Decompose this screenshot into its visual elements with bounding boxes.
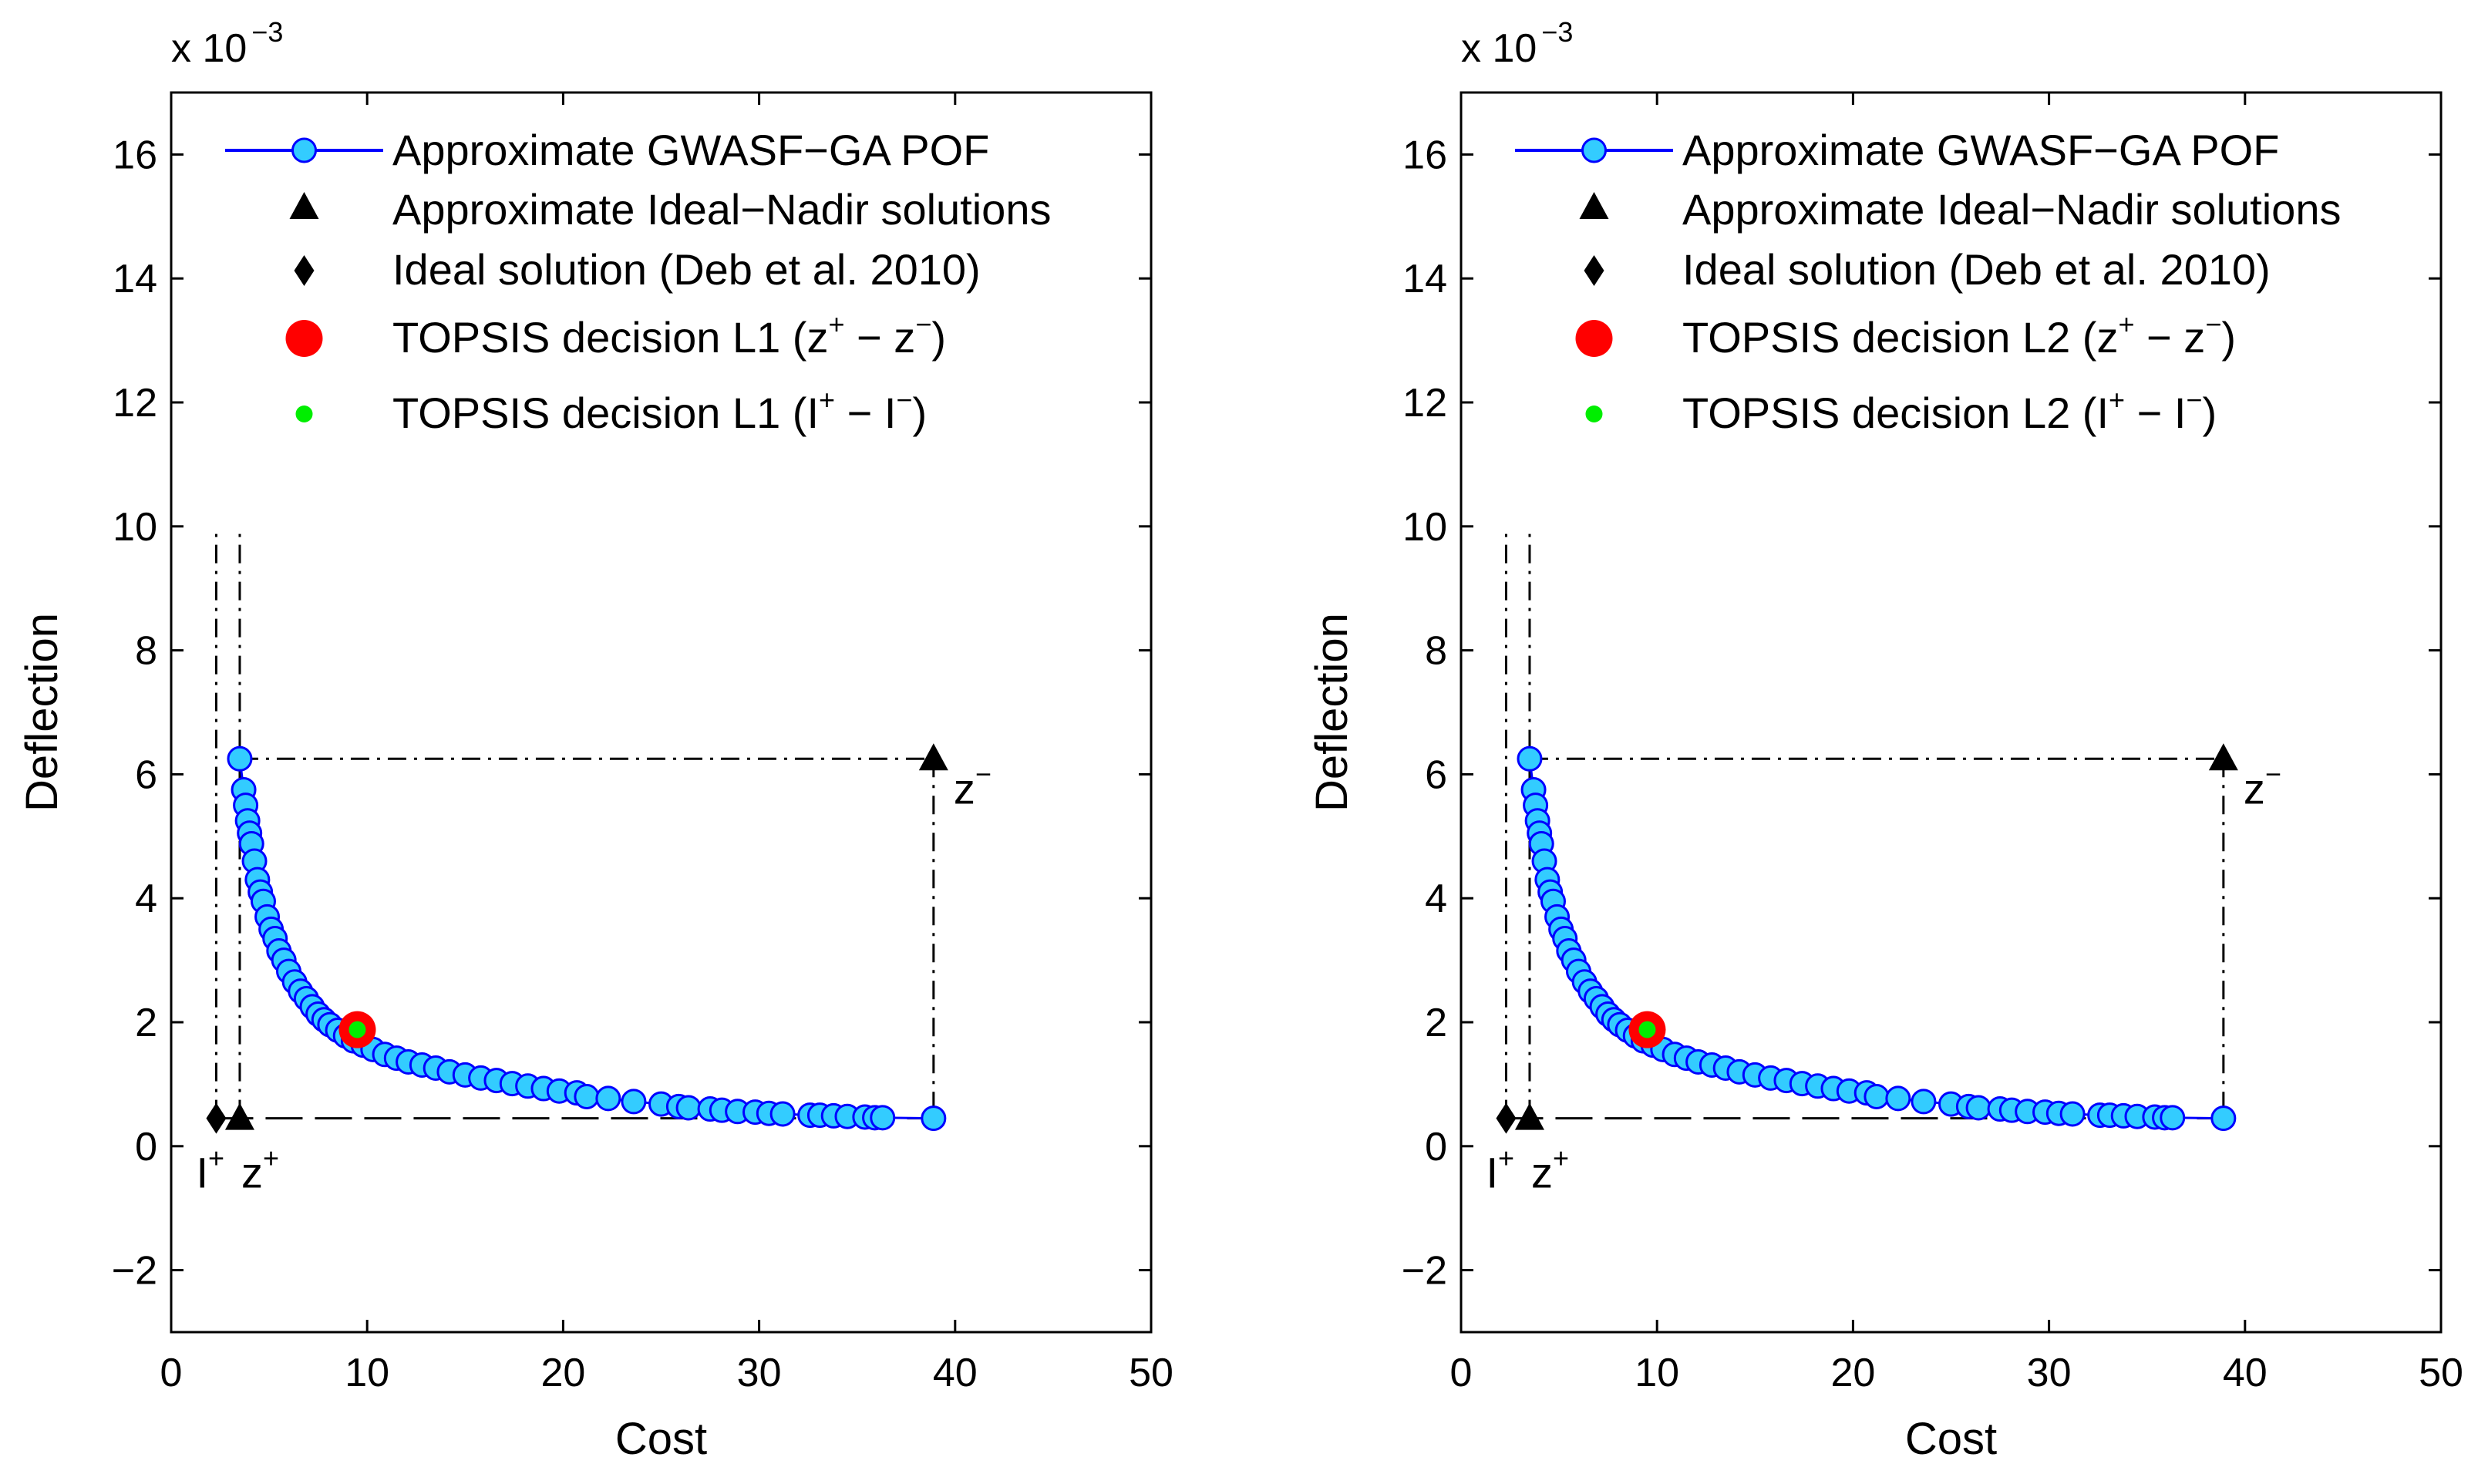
pof-point xyxy=(675,1095,702,1121)
x-tick-label: 30 xyxy=(2027,1351,2072,1395)
chart-panel-2: 0 10 20 30 40 50 −2 0 2 4 6 8 10 12 14 16 Cost Deflection… xyxy=(1307,16,2463,1464)
y-tick-label: 2 xyxy=(135,1001,157,1045)
approx-ideal-point xyxy=(1514,1102,1544,1130)
legend-label-pof: Approximate GWASF−GA POF xyxy=(1682,126,2279,174)
legend-pof-marker xyxy=(291,137,317,163)
legend-label-ideal-nadir: Approximate Ideal−Nadir solutions xyxy=(1682,185,2341,234)
axis-exponent-label: x 10 −3 xyxy=(171,16,283,71)
legend-topsis-i-marker xyxy=(295,405,313,422)
legend-ideal-marker xyxy=(1584,255,1604,286)
ideal-I-annotation: I+ xyxy=(1486,1142,1514,1197)
nadir-z-annotation: z− xyxy=(954,758,992,813)
legend-ideal-nadir-marker xyxy=(1579,192,1609,219)
pof-point xyxy=(227,745,253,772)
pof-point xyxy=(2210,1105,2237,1132)
pof-series-line xyxy=(238,759,934,1120)
x-tick-label: 20 xyxy=(1830,1351,1875,1395)
y-tick-label: 0 xyxy=(1425,1125,1447,1169)
legend: Approximate GWASF−GA POF Approximate Idea… xyxy=(225,126,1051,437)
legend-ideal-marker xyxy=(294,255,315,286)
x-tick-label: 20 xyxy=(540,1351,585,1395)
y-axis-label: Deflection xyxy=(1307,613,1357,812)
y-tick-label: 16 xyxy=(1402,133,1447,177)
x-axis-label: Cost xyxy=(615,1414,707,1464)
ideal-z-annotation: z+ xyxy=(241,1142,279,1197)
y-tick-label: −2 xyxy=(112,1249,157,1294)
legend-label-ideal: Ideal solution (Deb et al. 2010) xyxy=(392,245,981,294)
legend-label-ideal: Ideal solution (Deb et al. 2010) xyxy=(1682,245,2271,294)
x-tick-label: 10 xyxy=(345,1351,389,1395)
x-axis-label: Cost xyxy=(1905,1414,1997,1464)
pof-point xyxy=(870,1105,896,1131)
legend-topsis-z-marker xyxy=(285,320,323,357)
topsis-i-decision-point xyxy=(348,1021,366,1038)
ideal-solution-point xyxy=(206,1102,227,1134)
legend-label-topsis-i: TOPSIS decision L2 (I+ − I−) xyxy=(1682,384,2217,437)
nadir-z-annotation: z− xyxy=(2244,758,2281,813)
y-tick-label: 8 xyxy=(1425,629,1447,674)
x-tick-label: 0 xyxy=(1450,1351,1473,1395)
y-tick-label: 6 xyxy=(135,752,157,797)
x-tick-label: 50 xyxy=(1129,1351,1173,1395)
y-tick-label: 2 xyxy=(1425,1001,1447,1045)
y-tick-label: 6 xyxy=(1425,752,1447,797)
y-tick-label: 4 xyxy=(135,877,157,921)
pof-point xyxy=(1911,1089,1937,1115)
legend-topsis-z-marker xyxy=(1575,320,1613,357)
legend: Approximate GWASF−GA POF Approximate Idea… xyxy=(1515,126,2341,437)
chart-panel-1: 0 10 20 30 40 50 −2 0 2 4 6 8 10 12 14 16 Cost Deflection… xyxy=(17,16,1173,1464)
pof-point xyxy=(1517,745,1543,772)
y-tick-label: 14 xyxy=(113,257,157,301)
plot-area-frame xyxy=(1460,91,2443,1334)
pof-point xyxy=(1885,1085,1911,1112)
pof-point xyxy=(1965,1095,1991,1121)
legend-pof-marker xyxy=(1581,137,1607,163)
pof-point xyxy=(2059,1101,2086,1127)
y-tick-label: 10 xyxy=(1402,505,1447,550)
approx-ideal-point xyxy=(224,1102,254,1130)
y-tick-label: −2 xyxy=(1402,1249,1447,1294)
x-tick-label: 40 xyxy=(933,1351,978,1395)
y-tick-label: 10 xyxy=(113,505,157,550)
y-tick-label: 4 xyxy=(1425,877,1447,921)
x-tick-label: 50 xyxy=(2419,1351,2463,1395)
x-tick-label: 0 xyxy=(160,1351,183,1395)
x-tick-label: 30 xyxy=(737,1351,782,1395)
legend-label-topsis-z: TOPSIS decision L1 (z+ − z−) xyxy=(392,308,946,362)
y-tick-label: 8 xyxy=(135,629,157,674)
legend-label-ideal-nadir: Approximate Ideal−Nadir solutions xyxy=(392,185,1051,234)
y-tick-label: 14 xyxy=(1402,257,1447,301)
pof-series-line xyxy=(1528,759,2224,1120)
pof-point xyxy=(1864,1083,1890,1109)
plot-area-frame xyxy=(170,91,1153,1334)
y-tick-label: 12 xyxy=(113,381,157,426)
pof-point xyxy=(595,1085,621,1112)
x-tick-label: 10 xyxy=(1635,1351,1679,1395)
legend-label-pof: Approximate GWASF−GA POF xyxy=(392,126,989,174)
legend-label-topsis-z: TOPSIS decision L2 (z+ − z−) xyxy=(1682,308,2236,362)
pof-point xyxy=(621,1089,647,1115)
approx-nadir-point xyxy=(2208,743,2238,771)
x-tick-label: 40 xyxy=(2223,1351,2268,1395)
pof-point xyxy=(921,1105,947,1132)
pof-point xyxy=(574,1083,600,1109)
ideal-solution-point xyxy=(1496,1102,1517,1134)
pof-point xyxy=(769,1101,796,1127)
axis-exponent-label: x 10 −3 xyxy=(1461,16,1573,71)
ideal-z-annotation: z+ xyxy=(1531,1142,1569,1197)
pof-point xyxy=(2160,1105,2186,1131)
approx-nadir-point xyxy=(918,743,948,771)
topsis-i-decision-point xyxy=(1638,1021,1656,1038)
y-axis-label: Deflection xyxy=(17,613,67,812)
ideal-I-annotation: I+ xyxy=(196,1142,224,1197)
y-tick-label: 12 xyxy=(1402,381,1447,426)
legend-topsis-i-marker xyxy=(1585,405,1603,422)
y-tick-label: 0 xyxy=(135,1125,157,1169)
legend-label-topsis-i: TOPSIS decision L1 (I+ − I−) xyxy=(392,384,927,437)
y-tick-label: 16 xyxy=(113,133,157,177)
legend-ideal-nadir-marker xyxy=(289,192,319,219)
